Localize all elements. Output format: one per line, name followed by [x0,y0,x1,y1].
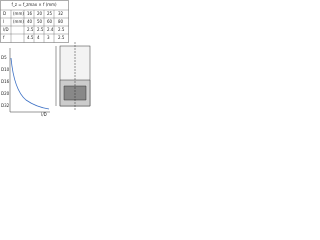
figure: D5 D10 D16 D20 D32 l/D [1,48,50,117]
document: f_z = f_zmax × f (mm)D (mm) 16 20 25 32l (mm) 4… [0,0,91,117]
table-cell: 2.5 [27,27,34,32]
curve [10,57,50,110]
table-cell: (mm) [13,19,24,24]
table: f_z = f_zmax × f (mm)D (mm) 16 20 25 32l (mm) 4… [0,0,69,43]
x-label: l/D [41,112,47,117]
table-cell: 60 [47,19,53,24]
table-cell: 3 [47,35,50,40]
table-cell: 4 [37,35,40,40]
table-cell: l/D [3,27,9,32]
table-title: f_z = f_zmax × f (mm) [11,2,57,7]
table-cell: 20 [37,11,43,16]
table-cell: 32 [58,11,64,16]
table-cell: 2.5 [37,27,44,32]
table-cell: 50 [37,19,43,24]
table-cell: 2.5 [58,27,65,32]
tool-drawing [55,42,91,110]
y-label: D16 [1,79,10,84]
table-cell: 80 [58,19,64,24]
table-cell: (mm) [13,11,24,16]
table-cell: 4.5 [27,35,34,40]
page: f_z = f_zmax × f (mm) D (mm) 16 20 25 32 l (mm) 4… [0,0,100,117]
table-cell: 2.4 [47,27,54,32]
table-cell: f [3,35,5,40]
y-label: D10 [1,67,10,72]
y-label: D5 [1,55,7,60]
table-cell: 25 [47,11,53,16]
y-label: D32 [1,103,10,108]
y-labels: D5 D10 D16 D20 D32 [1,55,10,108]
table-cell: 40 [27,19,33,24]
table-cell: l [3,19,4,24]
y-label: D20 [1,91,10,96]
table-cell: 2.5 [58,35,65,40]
table-cell: D [3,11,6,16]
table-border [0,0,69,43]
table-cell: 16 [27,11,33,16]
